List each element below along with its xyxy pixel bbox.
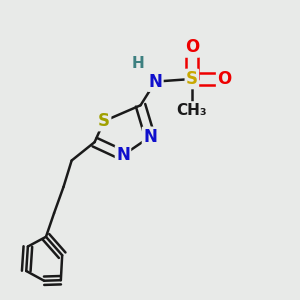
Text: O: O	[217, 70, 231, 88]
Text: N: N	[148, 73, 162, 91]
Text: S: S	[186, 70, 198, 88]
Text: N: N	[116, 146, 130, 164]
Text: H: H	[131, 56, 144, 71]
Text: O: O	[185, 38, 199, 56]
Text: S: S	[98, 112, 110, 130]
Text: N: N	[143, 128, 157, 146]
Text: CH₃: CH₃	[177, 103, 207, 118]
